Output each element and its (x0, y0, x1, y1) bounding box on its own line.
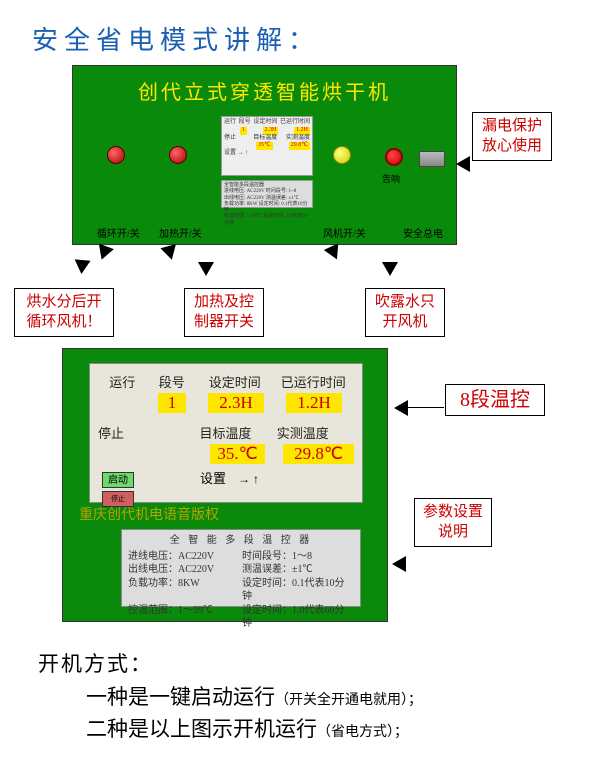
arrow-icon: → ↑ (238, 472, 259, 486)
pointer-icon (160, 244, 179, 262)
spec-plate: 全 智 能 多 段 温 控 器 进线电压：AC220V时间段号：1～8 出线电压… (121, 529, 361, 607)
lcd-run-label: 运行 (98, 372, 146, 391)
pointer-line (408, 407, 444, 408)
lcd-elapsed-value: 1.2H (286, 393, 342, 413)
pointer-icon (382, 262, 398, 276)
lcd-actual-label: 实测温度 (277, 423, 354, 442)
watermark: 重庆创代机电语音版权 (79, 504, 219, 524)
lcd-target-label: 目标温度 (200, 423, 277, 442)
pointer-icon (94, 244, 114, 263)
pointer-icon (394, 400, 408, 416)
alarm-button[interactable] (385, 148, 403, 166)
callout-leak: 漏电保护放心使用 (472, 112, 552, 161)
footer-text: 开机方式： 一种是一键启动运行（开关全开通电就用）； 二种是以上图示开机运行（省… (38, 648, 580, 746)
callout-cycle: 烘水分后开循环风机！ (14, 288, 114, 337)
controller-panel: 运行 段号 设定时间 已运行时间 1 2.3H 1.2H 停止 目标温度 实测温… (62, 348, 388, 622)
label-cycle: 循环开/关 (97, 225, 140, 240)
pointer-icon (73, 259, 90, 274)
mini-spec: 全智能多段温控器 进线电压: AC220V 时间段号: 1~8 出线电压: AC… (221, 180, 313, 208)
page-title: 安全省电模式讲解： (32, 20, 320, 57)
panel-title: 创代立式穿透智能烘干机 (73, 76, 456, 105)
start-button[interactable]: 启动 (102, 472, 134, 488)
lcd-actual-value: 29.8℃ (283, 444, 354, 464)
pointer-icon (324, 243, 344, 262)
lcd-settime-label: 设定时间 (197, 372, 273, 391)
callout-fan: 吹露水只开风机 (365, 288, 445, 337)
pointer-icon (392, 556, 406, 572)
lcd-seg-label: 段号 (146, 372, 196, 391)
callout-params: 参数设置说明 (414, 498, 492, 547)
lcd-stop-label: 停止 (98, 423, 148, 442)
label-fan: 风机开/关 (323, 225, 366, 240)
knob-heat[interactable] (169, 146, 187, 164)
footer-head: 开机方式： (38, 648, 580, 681)
lcd-settime-value: 2.3H (208, 393, 264, 413)
label-main: 安全总电 (403, 225, 443, 240)
callout-heat: 加热及控制器开关 (184, 288, 264, 337)
lcd-seg-value: 1 (158, 393, 186, 413)
callout-8seg: 8段温控 (445, 384, 545, 416)
lcd-elapsed-label: 已运行时间 (273, 372, 354, 391)
top-control-panel: 创代立式穿透智能烘干机 告响 运行段号设定时间已运行时间 12.3H1.2H 停… (72, 65, 457, 245)
alarm-label: 告响 (382, 172, 400, 185)
mini-lcd: 运行段号设定时间已运行时间 12.3H1.2H 停止目标温度实测温度 35℃29… (221, 116, 313, 176)
knob-fan[interactable] (333, 146, 351, 164)
label-heat: 加热开/关 (159, 225, 202, 240)
lcd-set-label: 设置 (200, 468, 226, 487)
breaker-device[interactable] (419, 151, 445, 167)
pointer-icon (456, 156, 470, 172)
pointer-icon (198, 262, 214, 276)
controller-lcd: 运行 段号 设定时间 已运行时间 1 2.3H 1.2H 停止 目标温度 实测温… (89, 363, 363, 503)
spec-title: 全 智 能 多 段 温 控 器 (128, 534, 354, 548)
knob-cycle[interactable] (107, 146, 125, 164)
lcd-target-value: 35.℃ (210, 444, 265, 464)
